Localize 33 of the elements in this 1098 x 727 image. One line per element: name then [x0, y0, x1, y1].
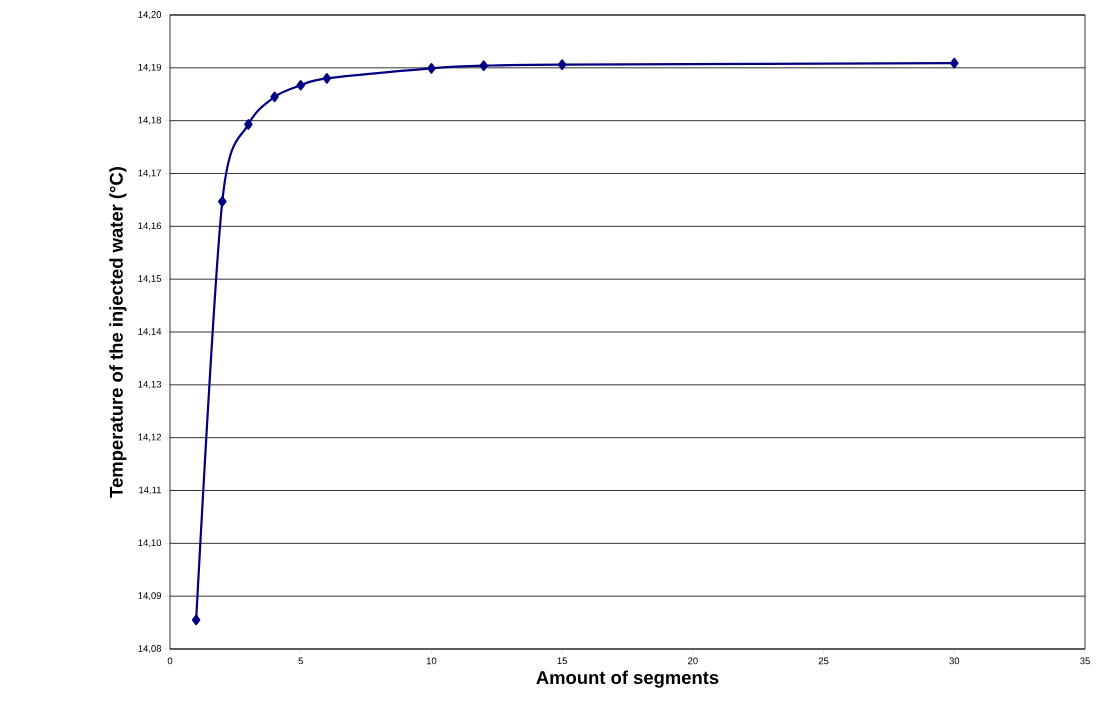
point — [322, 73, 332, 84]
y-tick-label: 14,15 — [138, 275, 162, 284]
point — [270, 91, 279, 103]
x-axis-title: Amount of segments — [536, 670, 719, 688]
y-tick-label: 14,09 — [138, 592, 162, 601]
x-tick-label: 5 — [298, 657, 303, 665]
x-tick-label: 15 — [557, 657, 568, 665]
y-tick-label: 14,08 — [138, 645, 162, 653]
y-tick-label: 14,12 — [138, 433, 162, 442]
y-tick-label: 14,10 — [138, 539, 162, 548]
y-tick-label: 14,14 — [138, 328, 162, 336]
y-tick-label: 14,13 — [138, 380, 162, 389]
point — [557, 59, 567, 70]
point — [296, 79, 305, 91]
point — [218, 196, 227, 207]
y-tick-label: 14,18 — [138, 116, 162, 125]
y-tick-label: 14,20 — [138, 11, 162, 19]
x-tick-label: 20 — [688, 657, 698, 665]
point — [191, 614, 201, 626]
point — [950, 57, 959, 69]
y-tick-label: 14,19 — [138, 63, 162, 72]
y-tick-label: 14,16 — [138, 222, 162, 231]
x-tick-label: 35 — [1080, 657, 1090, 665]
point — [479, 60, 488, 72]
point — [427, 63, 436, 74]
y-axis-title: Temperature of the injected water (°C) — [109, 167, 127, 498]
x-tick-label: 0 — [167, 657, 173, 665]
y-tick-label: 14,17 — [138, 169, 162, 178]
x-tick-label: 30 — [949, 657, 960, 665]
x-tick-label: 25 — [818, 657, 829, 665]
point — [244, 119, 253, 130]
y-tick-label: 14,11 — [139, 486, 162, 495]
x-tick-label: 10 — [426, 657, 437, 665]
